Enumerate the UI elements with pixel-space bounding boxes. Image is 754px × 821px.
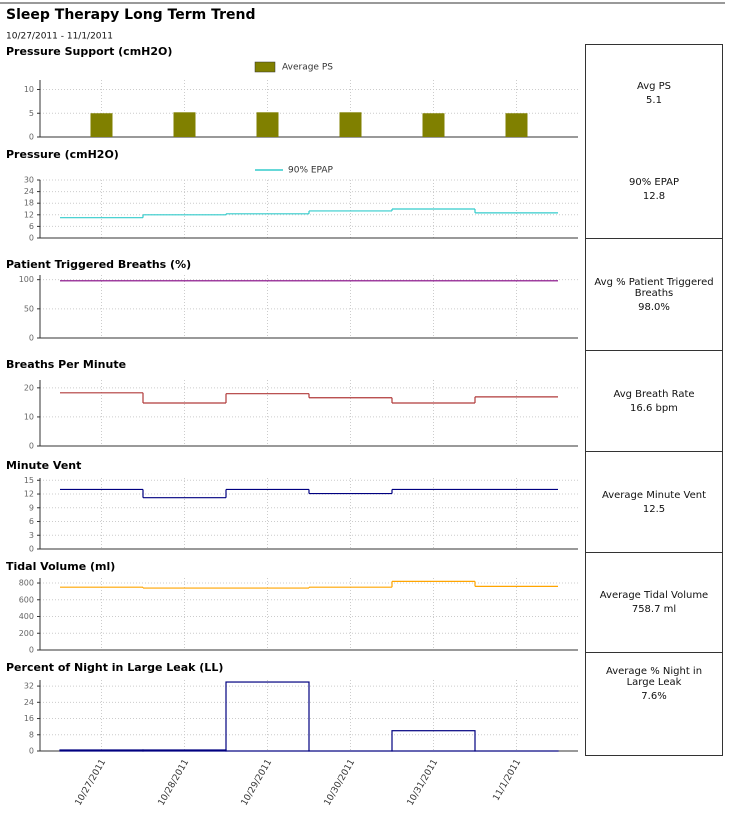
summary-item: Average Tidal Volume 758.7 ml — [592, 587, 716, 618]
chart-title: Patient Triggered Breaths (%) — [6, 258, 191, 271]
y-tick-label: 9 — [29, 503, 34, 512]
y-tick-label: 12 — [24, 490, 34, 499]
x-tick-label: 10/28/2011 — [157, 758, 192, 808]
step-bar — [142, 749, 227, 752]
x-tick-label: 10/31/2011 — [406, 758, 441, 808]
summary-value: 7.6% — [641, 691, 667, 702]
chart-title: Percent of Night in Large Leak (LL) — [6, 661, 223, 674]
summary-value: 5.1 — [646, 94, 662, 106]
x-tick-label: 10/27/2011 — [74, 758, 109, 808]
summary-label: Average Tidal Volume — [599, 590, 709, 601]
summary-label: 90% EPAP — [629, 177, 679, 189]
summary-label: Average % Night in Large Leak — [605, 666, 703, 688]
y-tick-label: 16 — [24, 714, 34, 723]
y-tick-label: 6 — [29, 517, 34, 526]
y-tick-label: 30 — [24, 176, 34, 185]
y-tick-label: 18 — [24, 199, 34, 208]
summary-item: Avg % Patient Triggered Breaths 98.0% — [586, 274, 722, 316]
summary-box: Average Tidal Volume 758.7 ml — [585, 552, 723, 653]
y-tick-label: 3 — [29, 531, 34, 540]
step-bar — [225, 681, 310, 752]
summary-value: 758.7 ml — [631, 604, 677, 615]
y-tick-label: 0 — [29, 747, 34, 756]
bar — [422, 113, 445, 137]
legend-label: 90% EPAP — [288, 166, 334, 176]
chart-title: Breaths Per Minute — [6, 358, 126, 371]
y-tick-label: 0 — [29, 646, 34, 655]
summary-value: 16.6 bpm — [630, 402, 678, 414]
y-tick-label: 10 — [24, 412, 34, 421]
chart-title: Minute Vent — [6, 459, 81, 472]
legend-swatch — [254, 61, 276, 73]
summary-box: Avg Breath Rate 16.6 bpm — [585, 350, 723, 452]
x-tick-label: 10/30/2011 — [323, 758, 358, 808]
y-tick-label: 15 — [24, 476, 34, 485]
y-tick-label: 0 — [29, 234, 34, 243]
summary-item: Average % Night in Large Leak 7.6% — [586, 663, 722, 705]
y-tick-label: 0 — [29, 442, 34, 451]
date-range: 10/27/2011 - 11/1/2011 — [6, 32, 113, 42]
bar — [505, 113, 528, 137]
y-tick-label: 20 — [24, 383, 34, 392]
summary-box: Average Minute Vent 12.5 — [585, 451, 723, 553]
summary-label: Avg Breath Rate — [613, 388, 695, 400]
y-tick-label: 200 — [19, 629, 34, 638]
y-tick-label: 50 — [24, 304, 34, 313]
y-tick-label: 24 — [24, 187, 34, 196]
bar — [256, 112, 279, 137]
bar — [90, 113, 113, 137]
summary-item: Avg Breath Rate 16.6 bpm — [605, 386, 702, 417]
summary-value: 98.0% — [638, 301, 670, 313]
y-tick-label: 12 — [24, 210, 34, 219]
bar — [339, 112, 362, 137]
y-tick-label: 800 — [19, 579, 34, 588]
summary-label: Average Minute Vent — [601, 489, 707, 501]
summary-label: Avg PS — [636, 80, 672, 92]
chart-title: Tidal Volume (ml) — [6, 560, 115, 573]
y-tick-label: 0 — [29, 133, 34, 142]
y-tick-label: 5 — [29, 109, 34, 118]
y-tick-label: 8 — [29, 730, 34, 739]
chart-title: Pressure Support (cmH2O) — [6, 45, 172, 58]
step-bar — [59, 749, 144, 752]
summary-value: 12.5 — [642, 503, 666, 515]
y-tick-label: 100 — [19, 275, 34, 284]
y-tick-label: 400 — [19, 612, 34, 621]
summary-item: 90% EPAP 12.8 — [621, 174, 687, 205]
summary-label: Avg % Patient Triggered Breaths — [594, 276, 714, 299]
y-tick-label: 0 — [29, 334, 34, 343]
y-tick-label: 24 — [24, 698, 34, 707]
x-tick-label: 10/29/2011 — [240, 758, 275, 808]
summary-box: Avg PS 5.1 90% EPAP 12.8 — [585, 44, 723, 239]
x-tick-label: 11/1/2011 — [492, 758, 524, 803]
summary-box: Average % Night in Large Leak 7.6% — [585, 652, 723, 756]
y-tick-label: 0 — [29, 545, 34, 554]
y-tick-label: 600 — [19, 595, 34, 604]
step-bar — [391, 730, 476, 752]
y-tick-label: 10 — [24, 85, 34, 94]
summary-value: 12.8 — [642, 191, 666, 203]
report-title: Sleep Therapy Long Term Trend — [6, 7, 256, 23]
summary-item: Avg PS 5.1 — [629, 78, 679, 109]
summary-box: Avg % Patient Triggered Breaths 98.0% — [585, 238, 723, 351]
legend-label: Average PS — [282, 63, 333, 73]
chart-title: Pressure (cmH2O) — [6, 148, 119, 161]
y-tick-label: 32 — [24, 682, 34, 691]
bar — [173, 112, 196, 137]
y-tick-label: 6 — [29, 222, 34, 231]
summary-item: Average Minute Vent 12.5 — [594, 487, 714, 518]
